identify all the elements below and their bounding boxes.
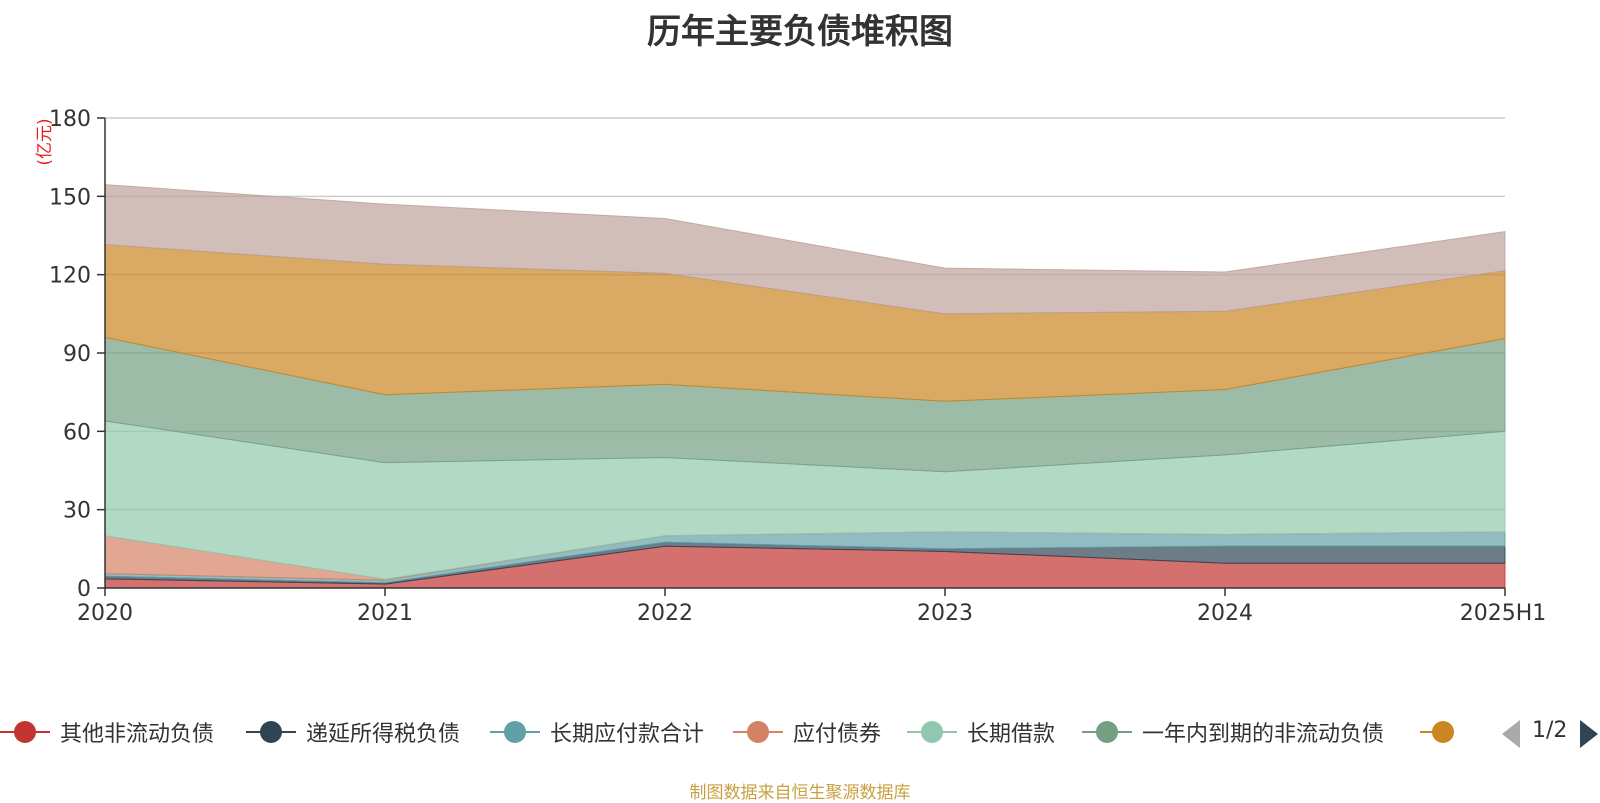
legend-item[interactable]: 递延所得税负债 xyxy=(246,710,460,754)
y-tick-label: 120 xyxy=(49,264,91,289)
x-tick-label: 2020 xyxy=(77,601,133,626)
axes xyxy=(97,117,1506,596)
y-tick-label: 180 xyxy=(49,107,91,132)
legend-marker-icon xyxy=(0,710,50,754)
legend-marker-icon xyxy=(1420,710,1470,754)
y-axis-unit-label: (亿元) xyxy=(35,118,55,165)
chart-plot: 0 30 60 90 120 150 180 2020 2021 2022 2023 2024 2025… xyxy=(35,107,1546,626)
legend-item[interactable]: 长期应付款合计 xyxy=(490,710,704,754)
legend-page-indicator: 1/2 xyxy=(1532,718,1568,743)
legend-marker-icon xyxy=(246,710,296,754)
legend-item[interactable]: 应付债券 xyxy=(733,710,881,754)
legend-prev-page-button[interactable] xyxy=(1502,720,1520,748)
legend-marker-icon xyxy=(733,710,783,754)
x-tick-label: 2023 xyxy=(917,601,973,626)
legend-label: 递延所得税负债 xyxy=(306,722,461,747)
legend-label: 长期应付款合计 xyxy=(550,722,705,747)
chart-title: 历年主要负债堆积图 xyxy=(647,12,953,52)
y-tick-label: 150 xyxy=(49,185,91,210)
x-tick-label: 2025H1 xyxy=(1460,601,1547,626)
stacked-areas xyxy=(104,184,1506,589)
x-tick-label: 2021 xyxy=(357,601,413,626)
legend-label: 一年内到期的非流动负债 xyxy=(1142,722,1385,747)
legend-item[interactable]: 一年内到期的非流动负债 xyxy=(1082,710,1384,754)
y-tick-label: 0 xyxy=(77,577,91,602)
legend-label: 其他非流动负债 xyxy=(60,722,215,747)
tick-labels: 0 30 60 90 120 150 180 2020 2021 2022 2023 2024 2025… xyxy=(49,107,1546,626)
legend-marker-icon xyxy=(1082,710,1132,754)
y-tick-label: 60 xyxy=(63,420,91,445)
legend-item[interactable]: 长期借款 xyxy=(907,710,1055,754)
y-tick-label: 30 xyxy=(63,499,91,524)
x-tick-label: 2024 xyxy=(1197,601,1253,626)
y-tick-label: 90 xyxy=(63,342,91,367)
legend-label: 长期借款 xyxy=(967,722,1056,747)
legend-marker-icon xyxy=(490,710,540,754)
legend-item[interactable]: 其他非流动负债 xyxy=(0,710,214,754)
legend: 其他非流动负债 递延所得税负债 长期应付款合计 应付债券 长期借款 一年内到期的非流动负债 xyxy=(0,710,1600,754)
x-tick-label: 2022 xyxy=(637,601,693,626)
legend-next-page-button[interactable] xyxy=(1580,720,1598,748)
source-note: 制图数据来自恒生聚源数据库 xyxy=(689,783,911,803)
legend-marker-icon xyxy=(907,710,957,754)
area-series-7[interactable] xyxy=(104,184,1506,315)
legend-label: 应付债券 xyxy=(793,722,882,747)
legend-item[interactable] xyxy=(1420,710,1470,754)
